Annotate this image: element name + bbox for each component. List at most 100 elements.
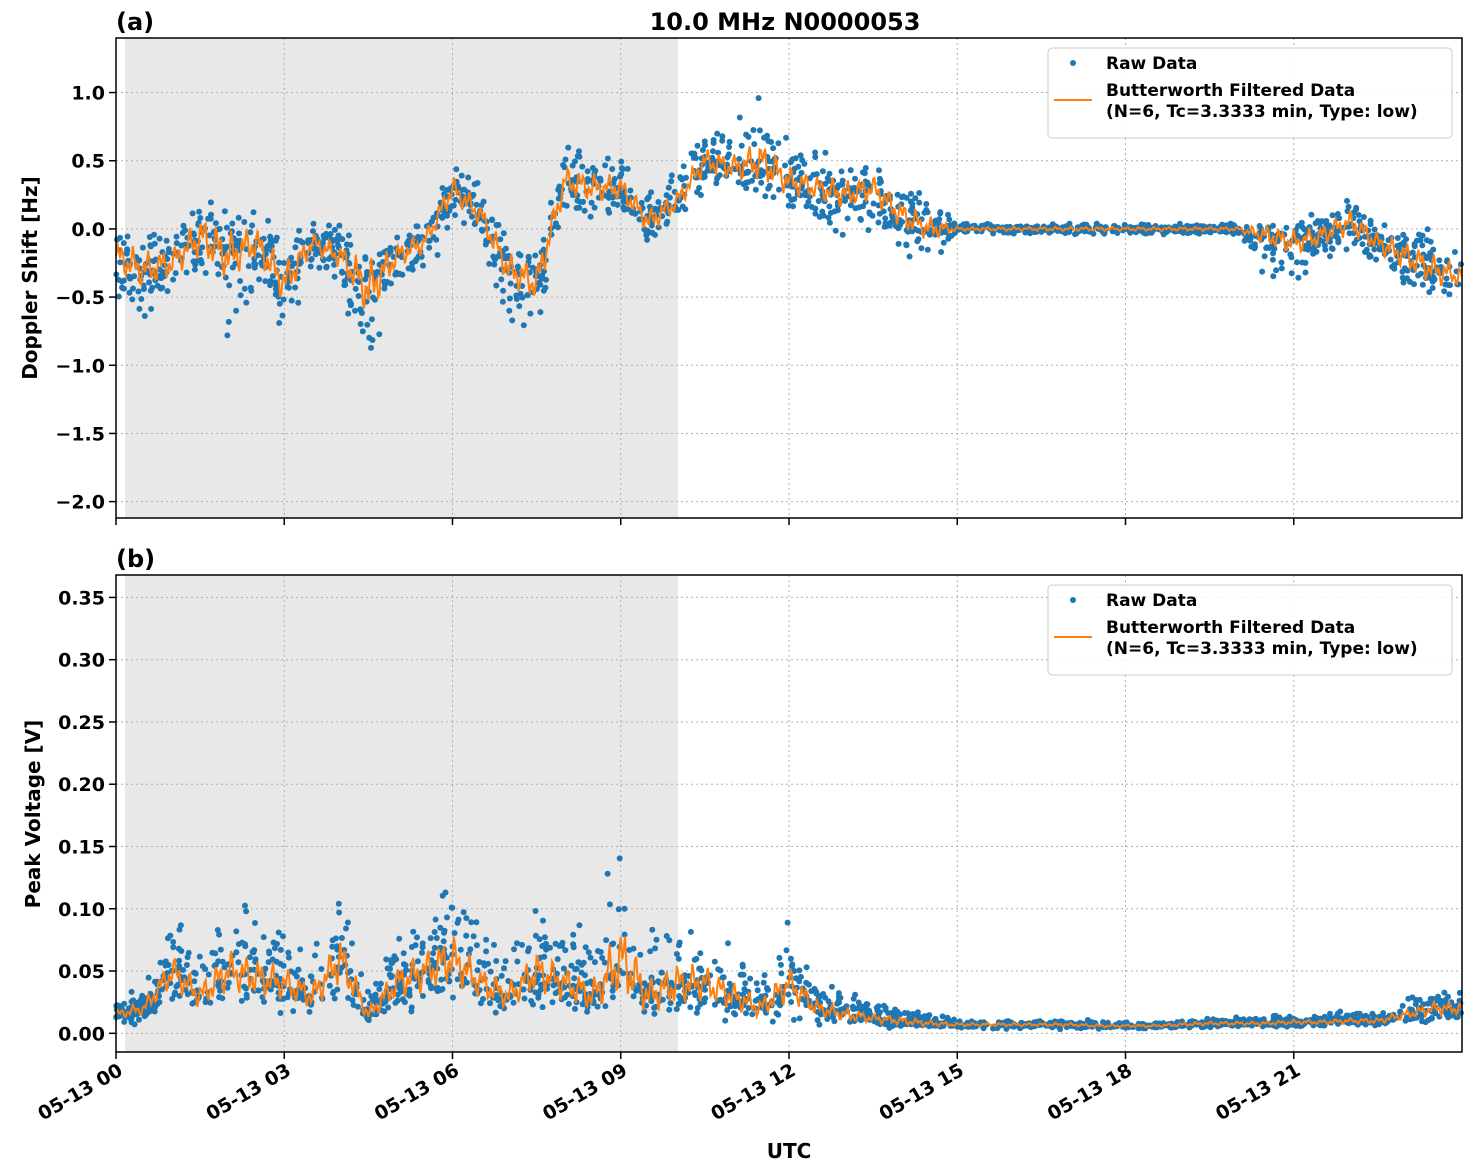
raw-data-point <box>449 904 456 911</box>
raw-data-point <box>444 212 451 219</box>
raw-data-point <box>673 951 680 957</box>
raw-data-point <box>790 203 796 210</box>
raw-data-point <box>352 285 359 292</box>
y-tick-label: −1.0 <box>55 355 105 377</box>
raw-data-point <box>249 222 256 229</box>
raw-data-point <box>755 95 762 102</box>
raw-data-point <box>644 236 651 243</box>
raw-data-point <box>775 140 782 147</box>
raw-data-point <box>387 965 393 972</box>
raw-data-point <box>119 285 126 292</box>
raw-data-point <box>1299 259 1306 266</box>
raw-data-point <box>745 179 752 186</box>
raw-data-point <box>609 987 616 994</box>
raw-data-point <box>465 174 472 181</box>
raw-data-point <box>176 926 183 933</box>
raw-data-point <box>329 943 336 950</box>
raw-data-point <box>344 919 351 926</box>
raw-data-point <box>876 1009 883 1016</box>
raw-data-point <box>265 959 272 966</box>
raw-data-point <box>243 908 250 915</box>
raw-data-point <box>592 167 599 174</box>
raw-data-point <box>400 950 407 957</box>
raw-data-point <box>285 954 292 961</box>
raw-data-point <box>116 1003 123 1009</box>
raw-data-point <box>388 960 395 967</box>
raw-data-point <box>769 1018 776 1025</box>
raw-data-point <box>1270 250 1276 257</box>
raw-data-point <box>430 950 437 957</box>
raw-data-point <box>141 313 148 319</box>
raw-data-point <box>1283 224 1290 231</box>
raw-data-point <box>595 948 601 954</box>
x-tick-label: 05-13 12 <box>707 1059 799 1125</box>
raw-data-point <box>659 996 666 1003</box>
raw-data-point <box>710 137 717 143</box>
raw-data-point <box>658 969 665 976</box>
raw-data-point <box>310 228 316 235</box>
raw-data-point <box>117 259 124 266</box>
raw-data-point <box>894 191 901 198</box>
raw-data-point <box>180 222 187 229</box>
raw-data-point <box>1359 241 1366 248</box>
raw-data-point <box>834 207 841 214</box>
raw-data-point <box>169 995 176 1002</box>
raw-data-point <box>788 999 795 1005</box>
raw-data-point <box>948 232 955 239</box>
raw-data-point <box>323 264 330 271</box>
raw-data-point <box>439 214 446 221</box>
raw-data-point <box>1448 1011 1455 1018</box>
raw-data-point <box>903 242 910 249</box>
raw-data-point <box>486 260 493 267</box>
raw-data-point <box>138 296 145 302</box>
raw-data-point <box>267 282 274 289</box>
raw-data-point <box>170 276 177 283</box>
raw-data-point <box>272 286 279 293</box>
raw-data-point <box>224 332 231 339</box>
raw-data-point <box>587 213 594 220</box>
raw-data-point <box>1442 281 1449 288</box>
raw-data-point <box>552 223 559 230</box>
raw-data-point <box>473 942 480 949</box>
raw-data-point <box>643 229 650 236</box>
raw-data-point <box>865 227 872 234</box>
raw-data-point <box>364 269 370 275</box>
raw-data-point <box>783 947 790 954</box>
raw-data-point <box>167 932 174 939</box>
raw-data-point <box>744 169 751 176</box>
raw-data-point <box>624 165 631 172</box>
raw-data-point <box>1327 1010 1333 1017</box>
raw-data-point <box>452 212 458 219</box>
raw-data-point <box>285 949 292 956</box>
raw-data-point <box>243 985 249 992</box>
raw-data-point <box>825 998 832 1005</box>
raw-data-point <box>1247 235 1254 242</box>
raw-data-point <box>578 969 585 976</box>
y-tick-label: 0.00 <box>58 1023 105 1045</box>
raw-data-point <box>609 994 616 1001</box>
raw-data-point <box>1334 1010 1341 1017</box>
raw-data-point <box>745 1005 752 1011</box>
raw-data-point <box>862 165 869 171</box>
raw-data-point <box>532 252 539 259</box>
raw-data-point <box>673 1006 680 1013</box>
raw-data-point <box>272 291 279 298</box>
raw-data-point <box>330 988 337 995</box>
raw-data-point <box>520 322 527 329</box>
raw-data-point <box>1259 268 1266 275</box>
raw-data-point <box>1402 1017 1409 1024</box>
raw-data-point <box>892 1006 899 1013</box>
raw-data-point <box>120 277 127 284</box>
raw-data-point <box>136 1000 142 1007</box>
raw-data-point <box>749 1011 756 1018</box>
raw-data-point <box>550 982 557 989</box>
raw-data-point <box>120 240 127 247</box>
raw-data-point <box>115 293 122 300</box>
raw-data-point <box>638 199 645 206</box>
raw-data-point <box>1294 259 1300 266</box>
raw-data-point <box>621 905 628 912</box>
raw-data-point <box>663 933 670 939</box>
raw-data-point <box>565 1000 572 1007</box>
raw-data-point <box>1288 270 1295 277</box>
raw-data-point <box>502 245 509 252</box>
